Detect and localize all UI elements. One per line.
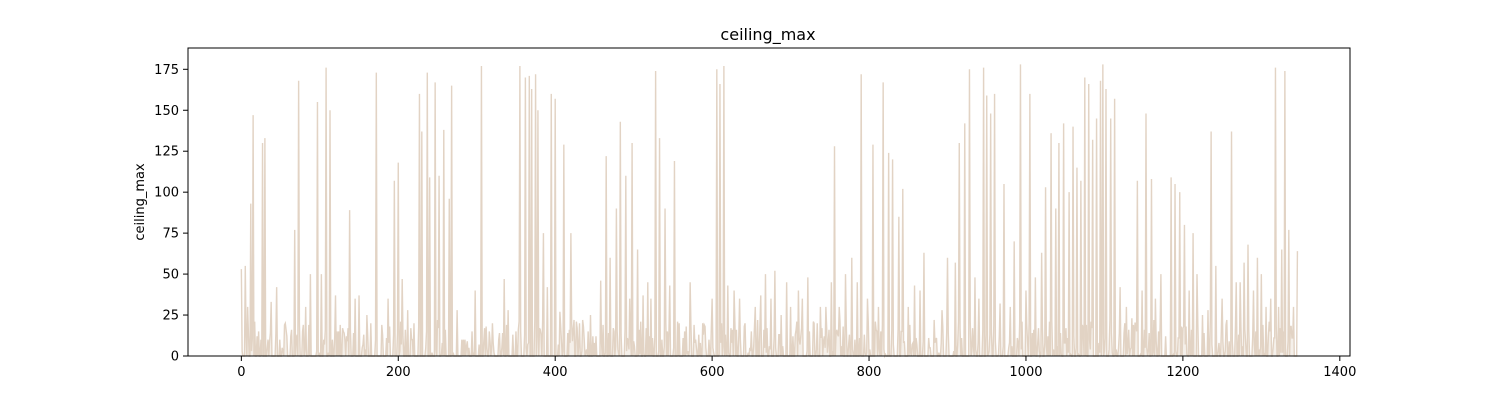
x-tick-label: 1400 xyxy=(1323,365,1356,380)
series-area xyxy=(241,64,1298,356)
y-axis-label: ceiling_max xyxy=(133,163,148,241)
y-tick-label: 150 xyxy=(154,104,179,119)
y-tick-label: 0 xyxy=(171,350,179,365)
x-tick-label: 400 xyxy=(543,365,568,380)
x-tick-label: 1200 xyxy=(1166,365,1199,380)
chart-title: ceiling_max xyxy=(720,25,815,45)
y-tick-label: 50 xyxy=(162,268,179,283)
y-tick-label: 25 xyxy=(162,309,179,324)
x-tick-label: 1000 xyxy=(1009,365,1042,380)
y-tick-label: 75 xyxy=(162,227,179,242)
x-tick-label: 800 xyxy=(857,365,882,380)
axis-layer: 0 200 400 600 800 1000 1200 1400 0 25 50 75 100 125 15… xyxy=(154,63,1356,380)
y-tick-label: 125 xyxy=(154,145,179,160)
x-tick-label: 200 xyxy=(386,365,411,380)
x-tick-label: 0 xyxy=(237,365,245,380)
y-tick-label: 175 xyxy=(154,63,179,78)
y-tick-label: 100 xyxy=(154,186,179,201)
series-layer xyxy=(240,64,1299,359)
plot-frame xyxy=(187,47,1351,357)
series-line xyxy=(240,64,1299,359)
x-tick-label: 600 xyxy=(700,365,725,380)
